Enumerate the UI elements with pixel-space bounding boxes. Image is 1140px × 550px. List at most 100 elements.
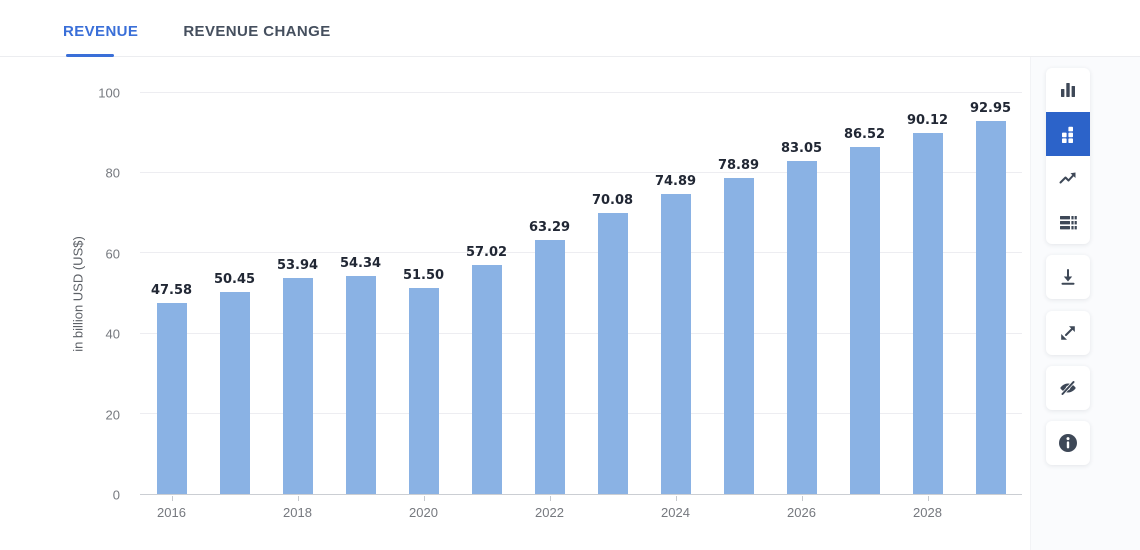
hide-labels-button-card <box>1046 366 1090 410</box>
bar[interactable] <box>723 177 754 494</box>
bar-value-label: 83.05 <box>780 140 823 156</box>
bar-blocks-icon <box>1058 124 1078 144</box>
x-tick-label: 2028 <box>913 505 942 520</box>
bar[interactable] <box>219 291 250 494</box>
bar[interactable] <box>156 303 187 494</box>
fullscreen-icon <box>1058 323 1078 343</box>
column-chart-button[interactable] <box>1046 68 1090 112</box>
x-axis-slot: 2016 <box>140 496 203 526</box>
bar-value-label: 86.52 <box>843 127 886 143</box>
bar-slot: 86.52 <box>833 93 896 494</box>
bar-value-label: 63.29 <box>528 220 571 236</box>
x-axis-slot: 2024 <box>644 496 707 526</box>
x-axis-slot <box>203 496 266 526</box>
x-axis-slot <box>833 496 896 526</box>
bar-slot: 78.89 <box>707 93 770 494</box>
y-tick-label: 40 <box>105 326 120 342</box>
data-table-icon <box>1058 212 1078 232</box>
bar[interactable] <box>471 265 502 494</box>
bar-slot: 54.34 <box>329 93 392 494</box>
bar[interactable] <box>597 212 628 494</box>
y-tick-label: 80 <box>105 165 120 181</box>
tab-revenue-change[interactable]: REVENUE CHANGE <box>183 23 331 40</box>
x-axis-slot <box>959 496 1022 526</box>
bar-value-label: 50.45 <box>213 271 256 287</box>
x-axis-slot <box>707 496 770 526</box>
tab-divider <box>0 56 1140 57</box>
bars: 47.58 50.45 53.94 54.34 51.50 57.02 63.29 70.08… <box>140 93 1022 494</box>
bar[interactable] <box>534 240 565 494</box>
download-button-card <box>1046 255 1090 299</box>
info-icon <box>1057 432 1079 454</box>
active-tab-underline <box>66 54 114 57</box>
line-chart-icon <box>1058 168 1078 188</box>
y-axis-labels: 0 20 40 60 80 100 <box>84 86 130 503</box>
bar[interactable] <box>849 147 880 494</box>
y-tick-label: 60 <box>105 246 120 262</box>
x-tick-label: 2026 <box>787 505 816 520</box>
x-tick-label: 2024 <box>661 505 690 520</box>
column-chart-icon <box>1058 80 1078 100</box>
bar[interactable] <box>975 121 1006 494</box>
x-axis-slot <box>455 496 518 526</box>
download-button[interactable] <box>1046 255 1090 299</box>
x-tick-mark <box>297 496 299 501</box>
data-table-button[interactable] <box>1046 200 1090 244</box>
chart-type-button-group <box>1046 68 1090 244</box>
gridline <box>140 252 1022 254</box>
bar-value-label: 51.50 <box>402 267 445 283</box>
x-axis-slot: 2022 <box>518 496 581 526</box>
bar-slot: 51.50 <box>392 93 455 494</box>
bar-slot: 53.94 <box>266 93 329 494</box>
tab-revenue[interactable]: REVENUE <box>63 23 139 40</box>
bar-value-label: 74.89 <box>654 173 697 189</box>
bar-value-label: 47.58 <box>150 283 193 299</box>
info-button-card <box>1046 421 1090 465</box>
y-tick-label: 100 <box>98 85 120 101</box>
bar[interactable] <box>912 132 943 494</box>
info-button[interactable] <box>1046 421 1090 465</box>
bar-slot: 83.05 <box>770 93 833 494</box>
gridline <box>140 332 1022 334</box>
bar[interactable] <box>345 276 376 494</box>
bar-value-label: 90.12 <box>906 112 949 128</box>
x-axis-slot: 2028 <box>896 496 959 526</box>
line-chart-button[interactable] <box>1046 156 1090 200</box>
bar-slot: 74.89 <box>644 93 707 494</box>
x-tick-mark <box>171 496 173 501</box>
bar-value-label: 53.94 <box>276 257 319 273</box>
x-axis-slot <box>581 496 644 526</box>
fullscreen-button[interactable] <box>1046 311 1090 355</box>
bar-value-label: 54.34 <box>339 256 382 272</box>
x-tick-label: 2016 <box>157 505 186 520</box>
x-axis-labels: 2016 2018 2020 2022 2024 2026 2028 <box>140 496 1022 526</box>
bar[interactable] <box>408 287 439 494</box>
x-tick-mark <box>549 496 551 501</box>
bar-slot: 70.08 <box>581 93 644 494</box>
bar-blocks-chart-button[interactable] <box>1046 112 1090 156</box>
plot-area: 47.58 50.45 53.94 54.34 51.50 57.02 63.29 70.08… <box>140 92 1022 495</box>
x-tick-label: 2018 <box>283 505 312 520</box>
x-tick-label: 2022 <box>535 505 564 520</box>
bar-value-label: 70.08 <box>591 192 634 208</box>
hide-labels-button[interactable] <box>1046 366 1090 410</box>
x-tick-mark <box>927 496 929 501</box>
x-tick-mark <box>423 496 425 501</box>
bar-slot: 92.95 <box>959 93 1022 494</box>
bar[interactable] <box>660 193 691 494</box>
bar-slot: 50.45 <box>203 93 266 494</box>
bar[interactable] <box>786 160 817 494</box>
bar-slot: 47.58 <box>140 93 203 494</box>
bar-value-label: 78.89 <box>717 157 760 173</box>
x-axis-slot <box>329 496 392 526</box>
gridline <box>140 92 1022 93</box>
bar-slot: 63.29 <box>518 93 581 494</box>
chart-toolbar <box>1046 68 1090 465</box>
x-axis-slot: 2026 <box>770 496 833 526</box>
gridline <box>140 172 1022 174</box>
hide-labels-eye-off-icon <box>1058 378 1078 398</box>
bar[interactable] <box>282 277 313 494</box>
x-tick-label: 2020 <box>409 505 438 520</box>
